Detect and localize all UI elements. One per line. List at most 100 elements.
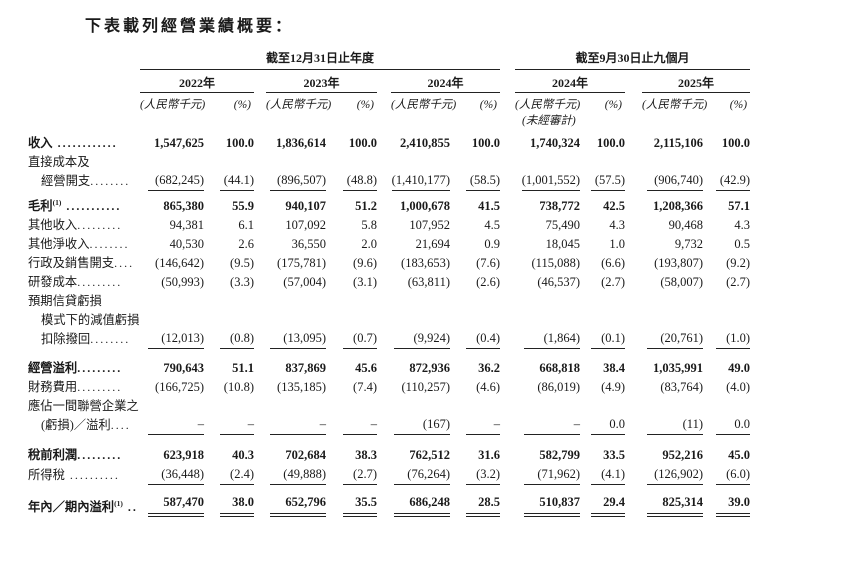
percent-cell: 4.3 xyxy=(580,216,625,235)
cell-text: (57.5) xyxy=(591,171,626,191)
cell-text: 29.4 xyxy=(591,493,626,517)
value-cell: (146,642) xyxy=(140,254,204,273)
percent-cell: – xyxy=(326,397,377,435)
cell-text: 107,952 xyxy=(409,218,450,232)
row-label: 稅前利潤......... xyxy=(28,435,140,465)
year-header-2024-interim: 2024年 xyxy=(515,69,626,93)
group-gap xyxy=(500,153,515,191)
cell-text: (76,264) xyxy=(394,465,450,485)
column-spacer xyxy=(254,465,266,485)
percent-cell: 41.5 xyxy=(450,191,500,216)
cell-text: – xyxy=(466,415,501,435)
value-cell: 623,918 xyxy=(140,435,204,465)
group-gap xyxy=(500,349,515,378)
cell-text: 49.0 xyxy=(728,361,751,375)
percent-cell: 100.0 xyxy=(204,128,254,153)
value-cell: 9,732 xyxy=(642,235,703,254)
cell-text: (86,019) xyxy=(537,380,581,394)
cell-text: 0.5 xyxy=(734,237,751,251)
cell-text: (49,888) xyxy=(270,465,326,485)
percent-cell: 100.0 xyxy=(326,128,377,153)
percent-cell: (2.4) xyxy=(204,465,254,485)
value-cell: (682,245) xyxy=(140,153,204,191)
percent-cell: 100.0 xyxy=(450,128,500,153)
column-spacer xyxy=(254,153,266,191)
cell-text: (115,088) xyxy=(531,256,581,270)
cell-text: 952,216 xyxy=(662,448,704,462)
cell-text: (13,095) xyxy=(270,329,326,349)
group-gap xyxy=(500,70,515,93)
cell-text: 35.5 xyxy=(343,493,377,517)
value-cell: (1,410,177) xyxy=(391,153,450,191)
cell-text: (20,761) xyxy=(647,329,704,349)
header-spacer xyxy=(28,70,140,93)
percent-cell: (9.6) xyxy=(326,254,377,273)
units-header-row: (人民幣千元) (%) (人民幣千元) (%) (人民幣千元) (%) (人民幣… xyxy=(28,93,750,113)
row-label: 毛利(1) ........... xyxy=(28,191,140,216)
cell-text: 702,684 xyxy=(285,448,326,462)
cell-text: (11) xyxy=(647,415,704,435)
percent-cell: 42.5 xyxy=(580,191,625,216)
column-spacer xyxy=(254,70,266,93)
percent-cell: 28.5 xyxy=(450,485,501,517)
group-header-annual: 截至12月31日止年度 xyxy=(140,51,501,70)
cell-text: (175,781) xyxy=(277,256,326,270)
cell-text: (0.7) xyxy=(343,329,377,349)
percent-cell: 40.3 xyxy=(204,435,254,465)
column-spacer xyxy=(625,93,642,113)
dot-leader: .......... xyxy=(64,468,120,482)
dot-leader: ......... xyxy=(77,275,123,289)
percent-cell: 2.6 xyxy=(204,235,254,254)
percent-cell: 45.6 xyxy=(326,349,377,378)
cell-text: (36,448) xyxy=(148,465,204,485)
cell-text: (3.1) xyxy=(353,275,377,289)
cell-text: 51.1 xyxy=(232,361,254,375)
percent-cell: (7.4) xyxy=(326,378,377,397)
cell-text: (183,653) xyxy=(401,256,450,270)
percent-cell: 39.0 xyxy=(703,485,751,517)
value-cell: 75,490 xyxy=(515,216,580,235)
percent-cell: (2.7) xyxy=(580,273,625,292)
value-cell: 21,694 xyxy=(391,235,450,254)
percent-cell: 55.9 xyxy=(204,191,254,216)
table-row: 研發成本......... (50,993) (3.3) (57,004) (3.1) (… xyxy=(28,273,750,292)
value-cell: (906,740) xyxy=(642,153,704,191)
unit-label: (人民幣千元) xyxy=(515,99,581,111)
cell-text: (1.0) xyxy=(716,329,751,349)
table-row: 其他淨收入........ 40,530 2.6 36,550 2.0 21,694 0.9… xyxy=(28,235,750,254)
unaudited-label: (未經審計) xyxy=(522,115,576,127)
cell-text: (83,764) xyxy=(660,380,704,394)
cell-text: 872,936 xyxy=(409,361,450,375)
value-cell: 2,410,855 xyxy=(391,128,450,153)
value-cell: (57,004) xyxy=(266,273,326,292)
column-spacer xyxy=(254,292,266,349)
table-row: 所得稅 .......... (36,448) (2.4) (49,888) (2.7)… xyxy=(28,465,751,485)
cell-text: 865,380 xyxy=(163,199,204,213)
percent-cell: (0.1) xyxy=(580,292,626,349)
cell-text: (6.6) xyxy=(601,256,626,270)
cell-text: 1,740,324 xyxy=(530,136,581,150)
percent-cell: 35.5 xyxy=(326,485,377,517)
unit-label: (人民幣千元) xyxy=(391,99,457,111)
cell-text: 21,694 xyxy=(415,237,450,251)
percent-cell: 100.0 xyxy=(580,128,625,153)
cell-text: 1,547,625 xyxy=(154,136,204,150)
percent-cell: (58.5) xyxy=(450,153,501,191)
header-spacer xyxy=(28,93,140,113)
column-spacer xyxy=(625,485,642,517)
value-cell: 107,952 xyxy=(391,216,450,235)
row-label-text: 研發成本 xyxy=(28,275,78,289)
value-cell: 582,799 xyxy=(515,435,580,465)
cell-text: (0.8) xyxy=(220,329,254,349)
cell-text: (4.0) xyxy=(726,380,751,394)
group-gap xyxy=(500,273,515,292)
dot-leader: .... xyxy=(110,418,131,432)
cell-text: (50,993) xyxy=(161,275,204,289)
column-spacer xyxy=(377,273,391,292)
cell-text: (110,257) xyxy=(401,380,451,394)
column-spacer xyxy=(254,254,266,273)
column-spacer xyxy=(254,93,266,113)
group-gap xyxy=(500,235,515,254)
